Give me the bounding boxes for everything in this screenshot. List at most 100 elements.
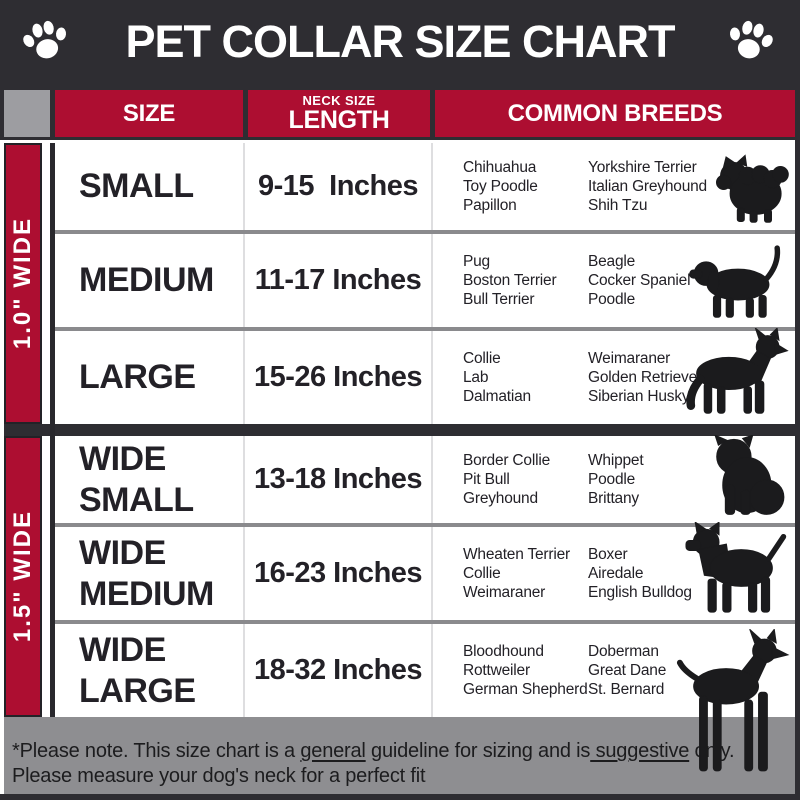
- breed-name: Doberman: [588, 642, 659, 660]
- size-label: WIDE: [79, 631, 166, 670]
- breeds-list: Boxer Airedale English Bulldog: [588, 545, 692, 603]
- breed-name: Border Collie: [463, 451, 550, 469]
- breed-name: Collie: [463, 564, 501, 582]
- breeds-list: Chihuahua Toy Poodle Papillon: [463, 158, 588, 216]
- column-header-size: SIZE: [55, 90, 243, 137]
- breed-name: Chihuahua: [463, 158, 537, 176]
- size-table-body: SMALL 9-15 Inches Chihuahua Toy Poodle P…: [50, 143, 796, 772]
- breeds-list: Weimaraner Golden Retriever Siberian Hus…: [588, 349, 702, 407]
- table-row-large: LARGE 15-26 Inches Collie Lab Dalmatian …: [55, 326, 796, 424]
- breed-name: Yorkshire Terrier: [588, 158, 697, 176]
- footer-underlined-word: suggestive: [590, 740, 690, 763]
- width-band-label: 1.5" WIDE: [9, 510, 36, 643]
- breed-name: Golden Retriever: [588, 368, 702, 386]
- table-row-wide-small: WIDE SMALL 13-18 Inches Border Collie Pi…: [55, 434, 796, 523]
- bottom-edge-bar: [0, 794, 800, 800]
- breed-name: Papillon: [463, 197, 517, 215]
- neck-length-cell: 18-32 Inches: [245, 624, 433, 717]
- breed-name: Airedale: [588, 564, 644, 582]
- table-row-wide-large: WIDE LARGE 18-32 Inches Bloodhound Rottw…: [55, 624, 796, 772]
- breed-name: Collie: [463, 349, 501, 367]
- breed-name: Shih Tzu: [588, 197, 648, 215]
- page-title: PET COLLAR SIZE CHART: [125, 16, 676, 67]
- size-cell: LARGE: [55, 331, 245, 424]
- row-divider: [55, 230, 796, 234]
- footer-text: guideline for sizing and is: [365, 740, 591, 763]
- row-divider: [55, 523, 796, 527]
- breeds-list: Collie Lab Dalmatian: [463, 349, 588, 407]
- size-cell: SMALL: [55, 143, 245, 230]
- breed-name: English Bulldog: [588, 584, 692, 602]
- size-label-line2: SMALL: [79, 480, 194, 519]
- size-label: WIDE: [79, 534, 166, 573]
- neck-length-cell: 15-26 Inches: [245, 331, 433, 424]
- breed-name: Whippet: [588, 451, 644, 469]
- breed-name: Lab: [463, 368, 489, 386]
- breeds-list: Doberman Great Dane St. Bernard: [588, 642, 666, 700]
- size-label: LARGE: [79, 358, 196, 397]
- breeds-list: Pug Boston Terrier Bull Terrier: [463, 252, 588, 310]
- breed-name: Boxer: [588, 545, 628, 563]
- section-divider-band-segment: [4, 424, 50, 436]
- breed-name: Siberian Husky: [588, 388, 690, 406]
- breed-name: Beagle: [588, 252, 636, 270]
- breed-name: Greyhound: [463, 490, 538, 508]
- size-cell: WIDE SMALL: [55, 436, 245, 523]
- table-row-medium: MEDIUM 11-17 Inches Pug Boston Terrier B…: [55, 234, 796, 327]
- breeds-cell: Collie Lab Dalmatian Weimaraner Golden R…: [433, 326, 796, 424]
- neck-length-cell: 9-15 Inches: [245, 143, 433, 230]
- breed-name: St. Bernard: [588, 681, 665, 699]
- width-band-label: 1.0" WIDE: [9, 217, 36, 350]
- breed-name: Toy Poodle: [463, 177, 538, 195]
- pit-bull-dog-icon: [684, 521, 790, 614]
- breeds-list: Whippet Poodle Brittany: [588, 451, 644, 509]
- breeds-list: Beagle Cocker Spaniel Poodle: [588, 252, 691, 310]
- footer-line-2: Please measure your dog's neck for a per…: [12, 764, 426, 787]
- size-label: MEDIUM: [79, 261, 214, 300]
- breed-name: Rottweiler: [463, 661, 530, 679]
- breed-name: Poodle: [588, 291, 636, 309]
- breed-name: Wheaten Terrier: [463, 545, 570, 563]
- german-shepherd-dog-icon: [678, 326, 790, 418]
- paw-icon: [721, 11, 781, 70]
- footer-line-1: *Please note. This size chart is a gener…: [12, 739, 796, 763]
- table-row-wide-medium: WIDE MEDIUM 16-23 Inches Wheaten Terrier…: [55, 521, 796, 620]
- neck-length-cell: 16-23 Inches: [245, 527, 433, 620]
- breeds-cell: Border Collie Pit Bull Greyhound Whippet…: [433, 434, 796, 523]
- breed-name: Pug: [463, 252, 490, 270]
- fluffy-small-dog-icon: [710, 152, 790, 224]
- size-cell: MEDIUM: [55, 234, 245, 327]
- size-label-line2: LARGE: [79, 671, 196, 710]
- paw-icon: [15, 11, 75, 70]
- breeds-cell: Chihuahua Toy Poodle Papillon Yorkshire …: [433, 143, 796, 230]
- size-label-line2: MEDIUM: [79, 574, 214, 613]
- breed-name: German Shepherd: [463, 681, 588, 699]
- size-label: WIDE: [79, 440, 166, 479]
- beagle-dog-icon: [686, 239, 790, 321]
- size-label: SMALL: [79, 167, 194, 206]
- breed-name: Italian Greyhound: [588, 177, 707, 195]
- column-header-neck-size-length: NECK SIZE LENGTH: [248, 90, 430, 137]
- breed-name: Boston Terrier: [463, 271, 557, 289]
- neck-length-cell: 13-18 Inches: [245, 436, 433, 523]
- breed-name: Weimaraner: [588, 349, 671, 367]
- size-cell: WIDE MEDIUM: [55, 527, 245, 620]
- breed-name: Weimaraner: [463, 584, 546, 602]
- size-cell: WIDE LARGE: [55, 624, 245, 717]
- breed-name: Bull Terrier: [463, 291, 535, 309]
- breed-name: Cocker Spaniel: [588, 271, 691, 289]
- breed-name: Poodle: [588, 470, 636, 488]
- breed-name: Great Dane: [588, 661, 667, 679]
- breeds-list: Yorkshire Terrier Italian Greyhound Shih…: [588, 158, 707, 216]
- doberman-dog-icon: [672, 628, 790, 777]
- footer-underlined-word: general: [300, 740, 366, 763]
- width-band-1-5-inch: 1.5" WIDE: [4, 436, 42, 717]
- length-label: LENGTH: [288, 105, 390, 134]
- breeds-cell: Bloodhound Rottweiler German Shepherd Do…: [433, 624, 796, 772]
- breeds-cell: Wheaten Terrier Collie Weimaraner Boxer …: [433, 521, 796, 620]
- breeds-list: Bloodhound Rottweiler German Shepherd: [463, 642, 588, 700]
- breed-name: Brittany: [588, 490, 639, 508]
- table-row-small: SMALL 9-15 Inches Chihuahua Toy Poodle P…: [55, 143, 796, 230]
- breeds-list: Border Collie Pit Bull Greyhound: [463, 451, 588, 509]
